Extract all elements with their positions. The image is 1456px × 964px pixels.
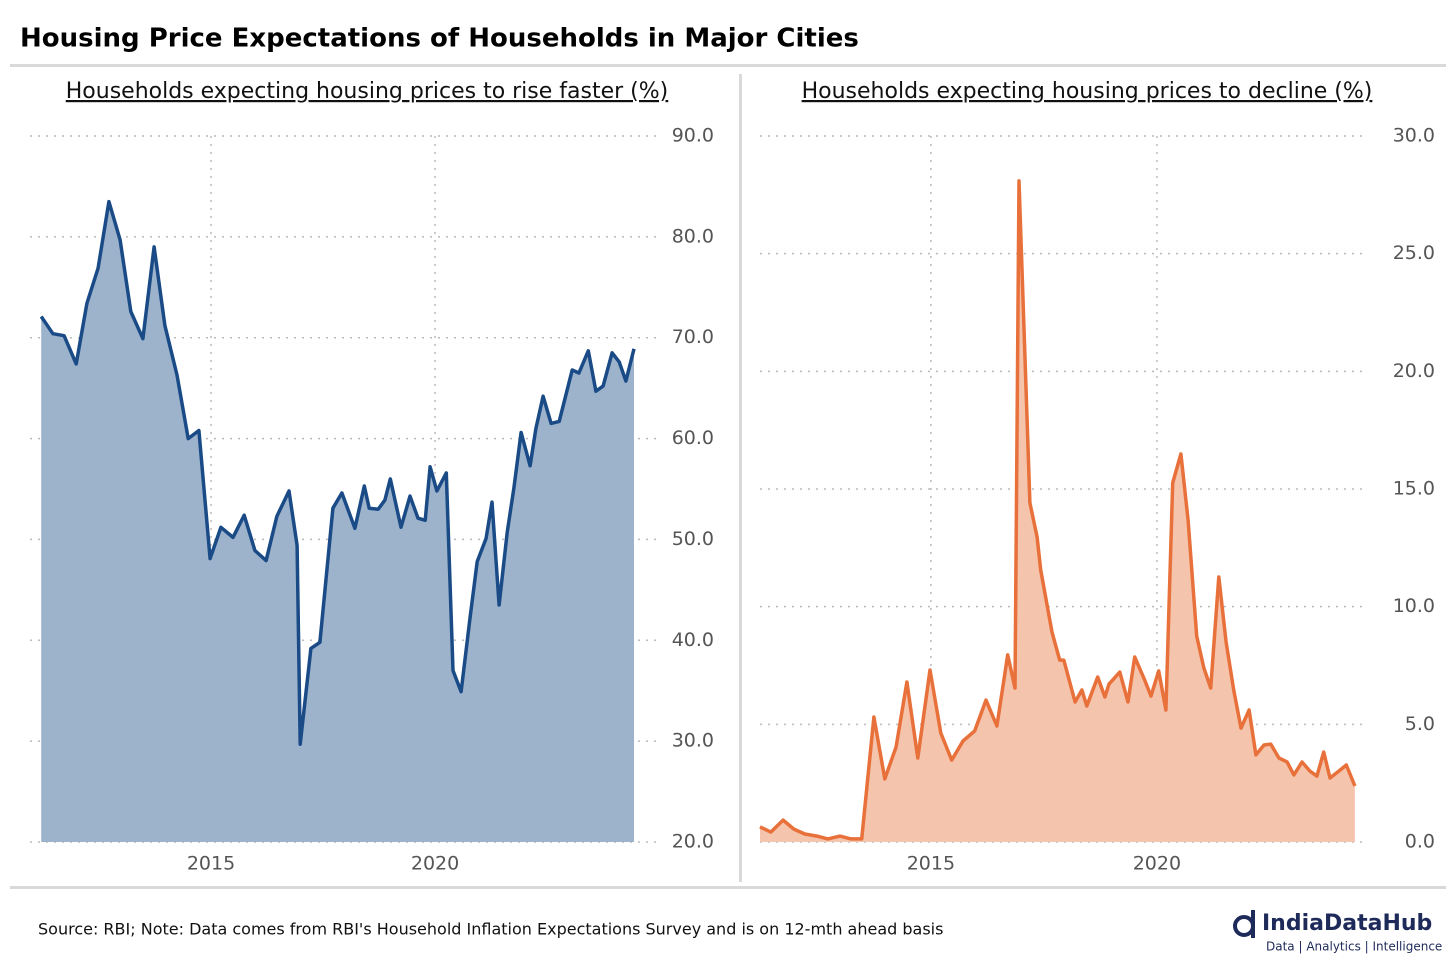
y-tick-label: 40.0 [672, 629, 714, 651]
y-tick-label: 60.0 [672, 427, 714, 449]
area-line [759, 179, 1357, 841]
area-fill [760, 180, 1355, 842]
footer-rule [10, 886, 1446, 889]
y-tick-label: 10.0 [1393, 595, 1435, 617]
source-note: Source: RBI; Note: Data comes from RBI's… [38, 920, 943, 939]
logo-icon [1251, 910, 1255, 938]
y-tick-label: 90.0 [672, 125, 714, 147]
title-rule [10, 64, 1446, 67]
y-tick-label: 30.0 [1393, 125, 1435, 147]
chart-subtitle: Households expecting housing prices to r… [66, 79, 669, 104]
x-tick-label: 2020 [1133, 853, 1181, 875]
logo-icon [1233, 915, 1255, 937]
y-tick-label: 80.0 [672, 225, 714, 247]
logo: IndiaDataHub Data | Analytics | Intellig… [1233, 910, 1442, 954]
y-tick-label: 30.0 [672, 730, 714, 752]
y-tick-label: 50.0 [672, 528, 714, 550]
logo-tagline: Data | Analytics | Intelligence [1266, 940, 1442, 954]
x-tick-label: 2015 [187, 853, 235, 875]
divider [739, 74, 742, 882]
area-fill [41, 201, 635, 843]
chart-subtitle: Households expecting housing prices to d… [802, 79, 1373, 104]
y-tick-label: 15.0 [1393, 478, 1435, 500]
x-tick-label: 2020 [411, 853, 459, 875]
y-tick-label: 5.0 [1405, 713, 1435, 735]
x-tick-label: 2015 [907, 853, 955, 875]
y-tick-label: 20.0 [1393, 360, 1435, 382]
y-tick-label: 0.0 [1405, 831, 1435, 853]
page-title: Housing Price Expectations of Households… [20, 24, 859, 54]
y-tick-label: 25.0 [1393, 242, 1435, 264]
y-tick-label: 20.0 [672, 831, 714, 853]
logo-name: IndiaDataHub [1262, 911, 1432, 936]
area-line [39, 199, 636, 746]
y-tick-label: 70.0 [672, 326, 714, 348]
